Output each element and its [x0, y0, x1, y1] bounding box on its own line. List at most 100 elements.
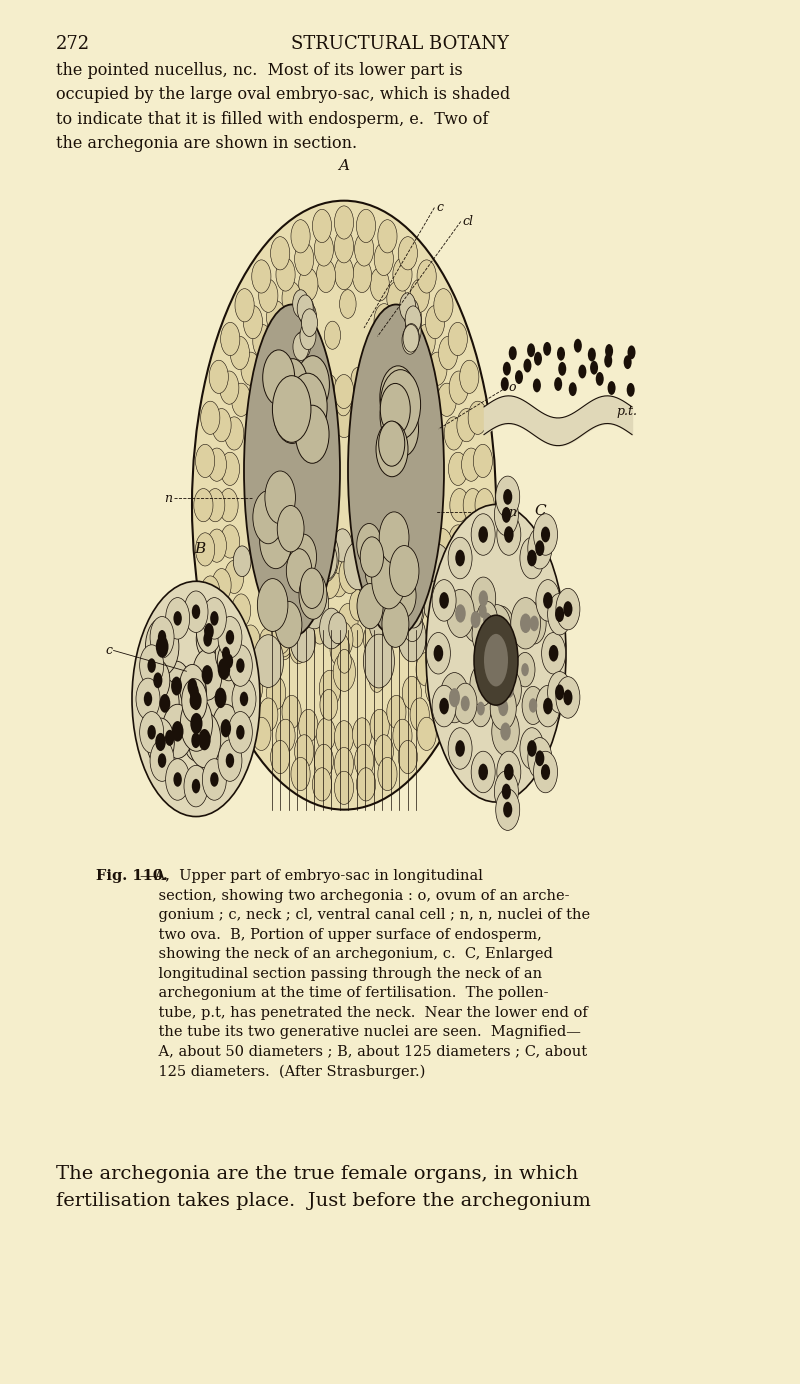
- Circle shape: [434, 688, 453, 721]
- Circle shape: [270, 740, 290, 774]
- Circle shape: [158, 753, 166, 768]
- Text: 272: 272: [56, 35, 90, 53]
- Circle shape: [319, 670, 341, 707]
- Circle shape: [314, 233, 334, 266]
- Circle shape: [334, 256, 354, 289]
- Circle shape: [482, 605, 511, 655]
- Text: —A,  Upper part of embryo-sac in longitudinal
    section, showing two archegoni: —A, Upper part of embryo-sac in longitud…: [140, 869, 590, 1078]
- Circle shape: [286, 548, 312, 592]
- Circle shape: [457, 408, 476, 441]
- Circle shape: [398, 237, 418, 270]
- Circle shape: [380, 370, 421, 439]
- Circle shape: [446, 590, 474, 638]
- Circle shape: [198, 729, 210, 750]
- Circle shape: [215, 635, 237, 673]
- Circle shape: [204, 623, 214, 639]
- Circle shape: [232, 678, 256, 720]
- Circle shape: [162, 662, 191, 711]
- Circle shape: [335, 389, 351, 415]
- Circle shape: [140, 711, 164, 753]
- Circle shape: [282, 282, 301, 316]
- Circle shape: [377, 483, 395, 515]
- Circle shape: [398, 740, 418, 774]
- Circle shape: [428, 626, 447, 659]
- Circle shape: [371, 320, 389, 350]
- Circle shape: [555, 606, 564, 621]
- Circle shape: [474, 444, 493, 477]
- Circle shape: [378, 220, 397, 253]
- Circle shape: [182, 678, 207, 722]
- Circle shape: [291, 757, 310, 790]
- Circle shape: [488, 606, 514, 652]
- Circle shape: [241, 352, 260, 385]
- Circle shape: [275, 630, 293, 660]
- Circle shape: [471, 513, 495, 555]
- Circle shape: [314, 541, 337, 580]
- Text: cl: cl: [462, 215, 474, 228]
- Circle shape: [252, 717, 271, 750]
- Circle shape: [253, 653, 272, 686]
- Circle shape: [179, 664, 206, 709]
- Circle shape: [480, 627, 489, 642]
- Circle shape: [438, 383, 457, 417]
- Circle shape: [543, 342, 551, 356]
- Circle shape: [426, 671, 445, 704]
- Circle shape: [210, 772, 218, 786]
- Circle shape: [387, 282, 406, 316]
- Ellipse shape: [244, 304, 340, 637]
- Circle shape: [356, 768, 375, 801]
- Circle shape: [548, 594, 572, 635]
- Circle shape: [563, 689, 573, 706]
- Circle shape: [444, 561, 463, 594]
- Circle shape: [434, 645, 443, 662]
- Circle shape: [193, 649, 222, 700]
- Circle shape: [522, 663, 529, 677]
- Circle shape: [491, 620, 502, 639]
- Circle shape: [140, 645, 164, 686]
- Circle shape: [190, 691, 202, 710]
- Circle shape: [291, 605, 311, 641]
- Circle shape: [365, 549, 390, 592]
- Circle shape: [627, 346, 635, 360]
- Circle shape: [374, 303, 394, 339]
- Circle shape: [207, 448, 226, 482]
- Circle shape: [372, 549, 406, 609]
- Circle shape: [522, 603, 546, 644]
- Circle shape: [448, 655, 467, 688]
- Circle shape: [243, 671, 262, 704]
- Circle shape: [378, 590, 394, 617]
- Circle shape: [184, 591, 208, 632]
- Circle shape: [417, 717, 436, 750]
- Circle shape: [301, 303, 317, 331]
- Circle shape: [194, 489, 213, 522]
- Circle shape: [202, 666, 213, 685]
- Circle shape: [266, 677, 286, 710]
- Circle shape: [496, 476, 520, 518]
- Circle shape: [390, 573, 416, 619]
- Circle shape: [226, 753, 234, 768]
- Circle shape: [209, 360, 228, 393]
- Circle shape: [313, 209, 332, 242]
- Circle shape: [383, 573, 410, 617]
- Circle shape: [147, 725, 156, 739]
- Circle shape: [195, 533, 214, 566]
- Circle shape: [403, 299, 419, 327]
- Circle shape: [457, 569, 476, 602]
- Circle shape: [369, 664, 385, 692]
- Circle shape: [260, 512, 292, 569]
- Circle shape: [529, 698, 538, 713]
- Circle shape: [422, 581, 446, 621]
- Text: n: n: [164, 491, 172, 505]
- Circle shape: [294, 242, 314, 275]
- Circle shape: [460, 360, 479, 393]
- Circle shape: [313, 768, 332, 801]
- Circle shape: [511, 598, 541, 649]
- Circle shape: [463, 489, 482, 522]
- Circle shape: [380, 383, 410, 436]
- Circle shape: [182, 671, 206, 713]
- Circle shape: [387, 401, 418, 457]
- Circle shape: [502, 507, 511, 523]
- Circle shape: [144, 692, 152, 706]
- Ellipse shape: [132, 581, 260, 817]
- Circle shape: [470, 610, 481, 628]
